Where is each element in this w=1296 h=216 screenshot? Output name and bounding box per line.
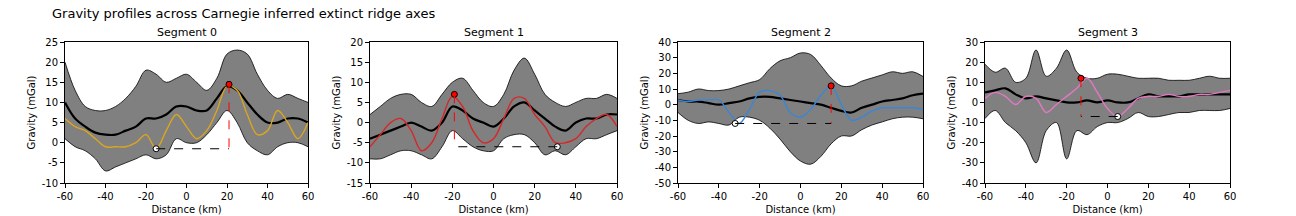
svg-text:5: 5 bbox=[52, 117, 58, 128]
svg-text:20: 20 bbox=[221, 191, 234, 202]
svg-text:Gravity (mGal): Gravity (mGal) bbox=[26, 75, 37, 149]
svg-text:-40: -40 bbox=[403, 191, 419, 202]
svg-text:30: 30 bbox=[658, 52, 671, 63]
svg-text:Segment 2: Segment 2 bbox=[771, 26, 831, 39]
svg-text:-60: -60 bbox=[670, 191, 686, 202]
svg-text:Segment 3: Segment 3 bbox=[1078, 26, 1138, 39]
svg-text:-10: -10 bbox=[347, 157, 363, 168]
svg-text:10: 10 bbox=[658, 84, 671, 95]
svg-text:-20: -20 bbox=[655, 131, 671, 142]
svg-text:-40: -40 bbox=[97, 191, 113, 202]
svg-text:15: 15 bbox=[350, 57, 363, 68]
svg-text:-10: -10 bbox=[655, 115, 671, 126]
svg-text:Distance (km): Distance (km) bbox=[458, 204, 528, 215]
svg-text:60: 60 bbox=[302, 191, 315, 202]
svg-text:0: 0 bbox=[52, 137, 58, 148]
svg-text:-40: -40 bbox=[1018, 191, 1034, 202]
svg-text:10: 10 bbox=[45, 97, 58, 108]
svg-text:40: 40 bbox=[658, 37, 671, 48]
svg-text:20: 20 bbox=[350, 37, 363, 48]
svg-text:-30: -30 bbox=[962, 157, 978, 168]
svg-text:Gravity (mGal): Gravity (mGal) bbox=[946, 75, 957, 149]
svg-text:-20: -20 bbox=[1058, 191, 1074, 202]
svg-text:-40: -40 bbox=[711, 191, 727, 202]
svg-text:-20: -20 bbox=[444, 191, 460, 202]
svg-text:0: 0 bbox=[972, 97, 978, 108]
svg-text:60: 60 bbox=[611, 191, 624, 202]
svg-text:0: 0 bbox=[665, 99, 671, 110]
svg-text:20: 20 bbox=[658, 68, 671, 79]
svg-text:-15: -15 bbox=[347, 178, 363, 189]
svg-text:15: 15 bbox=[45, 77, 58, 88]
svg-text:0: 0 bbox=[357, 117, 363, 128]
svg-text:40: 40 bbox=[569, 191, 582, 202]
svg-text:5: 5 bbox=[357, 97, 363, 108]
svg-text:60: 60 bbox=[1224, 191, 1237, 202]
svg-text:20: 20 bbox=[965, 57, 978, 68]
svg-text:-30: -30 bbox=[655, 146, 671, 157]
svg-text:0: 0 bbox=[490, 191, 496, 202]
svg-text:-10: -10 bbox=[962, 117, 978, 128]
svg-text:Distance (km): Distance (km) bbox=[765, 204, 835, 215]
svg-text:30: 30 bbox=[965, 37, 978, 48]
svg-text:-5: -5 bbox=[353, 137, 363, 148]
svg-text:-40: -40 bbox=[655, 162, 671, 173]
svg-text:10: 10 bbox=[965, 77, 978, 88]
svg-text:0: 0 bbox=[183, 191, 189, 202]
svg-text:Segment 1: Segment 1 bbox=[464, 26, 524, 39]
svg-text:60: 60 bbox=[917, 191, 930, 202]
svg-text:Gravity profiles across Carneg: Gravity profiles across Carnegie inferre… bbox=[52, 6, 435, 21]
svg-text:-60: -60 bbox=[977, 191, 993, 202]
svg-text:25: 25 bbox=[45, 37, 58, 48]
svg-text:-20: -20 bbox=[751, 191, 767, 202]
svg-text:-10: -10 bbox=[42, 178, 58, 189]
svg-text:Distance (km): Distance (km) bbox=[1072, 204, 1142, 215]
svg-text:-40: -40 bbox=[962, 178, 978, 189]
svg-text:Gravity (mGal): Gravity (mGal) bbox=[331, 75, 342, 149]
svg-text:Gravity (mGal): Gravity (mGal) bbox=[639, 75, 650, 149]
svg-text:40: 40 bbox=[261, 191, 274, 202]
svg-text:20: 20 bbox=[1142, 191, 1155, 202]
svg-text:-50: -50 bbox=[655, 178, 671, 189]
svg-text:-5: -5 bbox=[48, 157, 58, 168]
svg-text:40: 40 bbox=[1183, 191, 1196, 202]
svg-text:20: 20 bbox=[835, 191, 848, 202]
svg-text:0: 0 bbox=[797, 191, 803, 202]
svg-text:-20: -20 bbox=[138, 191, 154, 202]
svg-text:20: 20 bbox=[45, 57, 58, 68]
svg-text:40: 40 bbox=[876, 191, 889, 202]
svg-text:Segment 0: Segment 0 bbox=[157, 26, 217, 39]
svg-text:0: 0 bbox=[1104, 191, 1110, 202]
svg-text:-60: -60 bbox=[57, 191, 73, 202]
svg-text:10: 10 bbox=[350, 77, 363, 88]
svg-text:-60: -60 bbox=[362, 191, 378, 202]
svg-text:-20: -20 bbox=[962, 137, 978, 148]
svg-text:Distance (km): Distance (km) bbox=[151, 204, 221, 215]
svg-text:20: 20 bbox=[528, 191, 541, 202]
